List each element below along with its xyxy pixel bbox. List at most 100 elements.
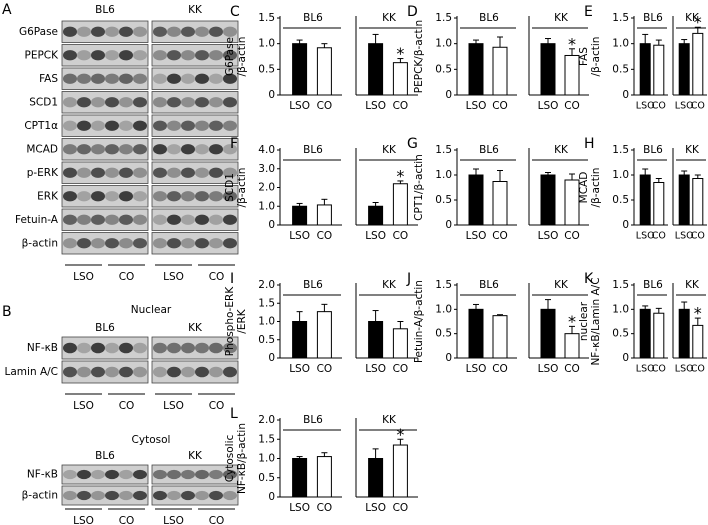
blot-band bbox=[195, 342, 209, 354]
y-tick-label: 1.0 bbox=[258, 316, 275, 328]
blot-band bbox=[181, 167, 195, 178]
blot-band bbox=[77, 167, 91, 178]
panel-letter: A bbox=[2, 2, 12, 18]
blot-band bbox=[223, 469, 237, 480]
y-tick-label: 2.0 bbox=[258, 279, 275, 291]
blot-band bbox=[133, 26, 147, 37]
blot-row-label: β-actin bbox=[22, 238, 58, 250]
blot-group-label: BL6 bbox=[95, 450, 115, 462]
bar bbox=[653, 44, 665, 96]
bar bbox=[316, 456, 332, 498]
blot-band bbox=[153, 366, 167, 378]
bar bbox=[639, 174, 651, 226]
significance-mark: * bbox=[396, 166, 404, 185]
blot-band bbox=[63, 342, 77, 354]
blot-band bbox=[195, 214, 209, 225]
lane-label: LSO bbox=[73, 271, 94, 283]
blot-section-title: Nuclear bbox=[131, 304, 172, 316]
error-bar bbox=[681, 39, 688, 44]
blot-band bbox=[209, 490, 223, 501]
blot-row-label: Lamin A/C bbox=[5, 366, 58, 378]
bar bbox=[564, 179, 580, 226]
blot-band bbox=[181, 238, 195, 249]
blot-band bbox=[91, 238, 105, 249]
blot-band bbox=[223, 120, 237, 131]
error-bar bbox=[372, 202, 379, 207]
blot-band bbox=[181, 366, 195, 378]
error-bar bbox=[545, 38, 551, 44]
blot-band bbox=[133, 490, 147, 501]
blot-band bbox=[119, 490, 133, 501]
blot-band bbox=[167, 144, 181, 155]
error-bar bbox=[397, 321, 404, 329]
blot-band bbox=[195, 490, 209, 501]
x-tick-label: LSO bbox=[675, 231, 694, 242]
panel-letter: K bbox=[584, 271, 594, 287]
error-bar bbox=[321, 452, 328, 457]
x-tick-label: CO bbox=[492, 230, 508, 242]
blot-band bbox=[223, 191, 237, 202]
x-tick-label: CO bbox=[652, 101, 666, 112]
blot-row-label: ERK bbox=[37, 191, 59, 203]
blot-band bbox=[195, 50, 209, 61]
blot-band bbox=[119, 191, 133, 202]
group-label: BL6 bbox=[303, 279, 323, 291]
blot-band bbox=[195, 26, 209, 37]
y-axis-label: Fetuin-A/β-actin bbox=[413, 280, 425, 363]
blot-band bbox=[223, 73, 237, 84]
x-tick-label: CO bbox=[691, 101, 705, 112]
blot-band bbox=[133, 144, 147, 155]
lane-label: LSO bbox=[73, 400, 94, 412]
blot-band bbox=[209, 342, 223, 354]
error-bar bbox=[681, 301, 688, 310]
panel-letter: B bbox=[2, 304, 12, 320]
bar bbox=[564, 333, 580, 359]
bar bbox=[368, 43, 384, 96]
error-bar bbox=[372, 33, 379, 44]
error-bar bbox=[655, 178, 662, 183]
y-tick-label: 1.5 bbox=[258, 12, 275, 24]
blot-band bbox=[133, 50, 147, 61]
blot-band bbox=[91, 73, 105, 84]
y-tick-label: 1.5 bbox=[612, 12, 629, 24]
y-axis-label: NF-κB/Lamin A/C bbox=[590, 277, 602, 365]
error-bar bbox=[569, 173, 575, 180]
significance-mark: * bbox=[396, 44, 404, 63]
blot-band bbox=[63, 490, 77, 501]
bar bbox=[316, 311, 332, 359]
y-axis-label: /ERK bbox=[236, 308, 248, 333]
y-tick-label: 0.5 bbox=[435, 63, 452, 75]
blot-band bbox=[133, 238, 147, 249]
x-tick-label: LSO bbox=[289, 100, 310, 112]
blot-group-label: KK bbox=[188, 4, 203, 16]
blot-band bbox=[167, 167, 181, 178]
x-tick-label: CO bbox=[492, 100, 508, 112]
y-tick-label: 0 bbox=[445, 219, 452, 231]
y-tick-label: 3.0 bbox=[258, 163, 275, 175]
blot-band bbox=[119, 120, 133, 131]
error-bar bbox=[473, 168, 479, 175]
bar bbox=[492, 315, 508, 359]
blot-band bbox=[63, 144, 77, 155]
x-tick-label: LSO bbox=[365, 502, 386, 514]
blot-band bbox=[133, 214, 147, 225]
blot-band bbox=[181, 342, 195, 354]
bar bbox=[392, 183, 408, 226]
blot-band bbox=[167, 26, 181, 37]
blot-band bbox=[119, 167, 133, 178]
y-tick-label: 0.5 bbox=[435, 194, 452, 206]
error-bar bbox=[397, 58, 404, 63]
bar bbox=[292, 43, 308, 96]
y-tick-label: 0 bbox=[445, 89, 452, 101]
blot-row-label: NF-κB bbox=[27, 342, 58, 354]
bar bbox=[639, 43, 651, 96]
blot-row-label: MCAD bbox=[26, 144, 58, 156]
error-bar bbox=[569, 48, 575, 56]
y-tick-label: 0 bbox=[622, 219, 629, 231]
bar bbox=[540, 174, 556, 226]
blot-band bbox=[119, 469, 133, 480]
y-tick-label: 0 bbox=[268, 352, 275, 364]
blot-band bbox=[119, 144, 133, 155]
lane-label: LSO bbox=[163, 515, 184, 525]
